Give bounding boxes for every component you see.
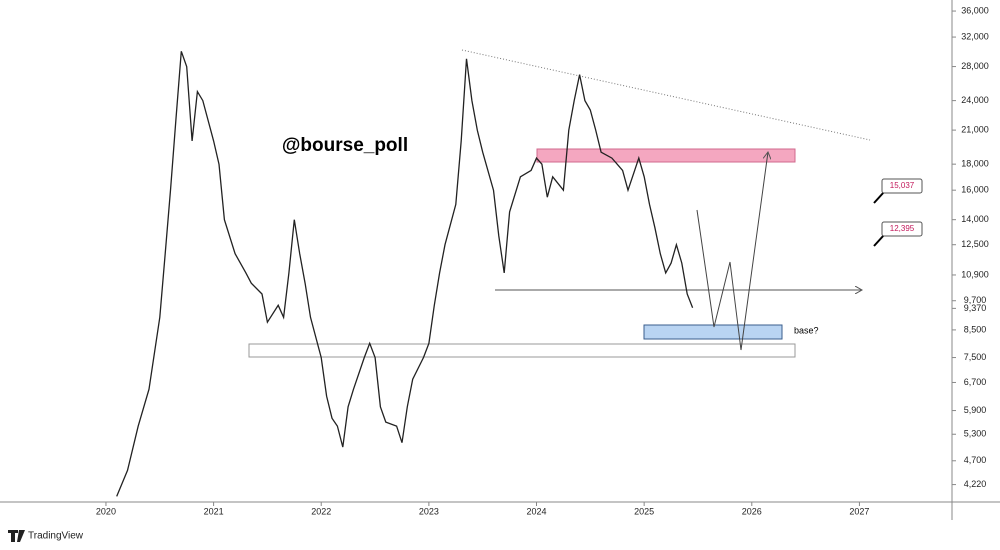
y-tick-label: 18,000 (961, 159, 989, 169)
y-tick-label: 6,700 (964, 377, 987, 387)
y-tick-label: 28,000 (961, 61, 989, 71)
callout-box (881, 178, 923, 194)
zone-label: base? (794, 325, 819, 335)
y-tick-label: 10,900 (961, 269, 989, 279)
callout-label: 15,037 (890, 181, 915, 190)
y-tick-label: 16,000 (961, 185, 989, 195)
y-tick-label: 14,000 (961, 214, 989, 224)
y-tick-label: 9,700 (964, 295, 987, 305)
x-tick-label: 2027 (849, 506, 869, 516)
y-tick-label: 21,000 (961, 124, 989, 134)
x-tick-label: 2023 (419, 506, 439, 516)
price-line (116, 51, 694, 497)
projection-path (696, 152, 768, 351)
y-tick-label: 5,300 (964, 429, 987, 439)
y-tick-label: 36,000 (961, 5, 989, 15)
x-tick-label: 2026 (742, 506, 762, 516)
y-tick-label: 4,220 (964, 479, 987, 489)
y-tick-label: 24,000 (961, 95, 989, 105)
support-zone (643, 324, 783, 340)
callout-pointer (873, 234, 885, 247)
x-tick-label: 2020 (96, 506, 116, 516)
y-tick-label: 9,370 (964, 303, 987, 313)
trend-line (461, 49, 871, 141)
callout-pointer (873, 191, 885, 204)
y-tick-label: 8,500 (964, 324, 987, 334)
y-tick-label: 12,500 (961, 239, 989, 249)
logo (8, 530, 25, 542)
x-tick-label: 2024 (526, 506, 546, 516)
watermark: @bourse_poll (282, 135, 408, 156)
y-tick-label: 5,900 (964, 405, 987, 415)
callout-label: 12,395 (890, 224, 915, 233)
x-tick-label: 2022 (311, 506, 331, 516)
y-tick-label: 7,500 (964, 352, 987, 362)
resistance-zone (536, 148, 796, 163)
x-tick-label: 2021 (204, 506, 224, 516)
base-zone (248, 343, 796, 358)
y-tick-label: 4,700 (964, 455, 987, 465)
x-tick-label: 2025 (634, 506, 654, 516)
callout-box (881, 221, 923, 237)
y-tick-label: 32,000 (961, 31, 989, 41)
brand: TradingView (28, 531, 84, 542)
